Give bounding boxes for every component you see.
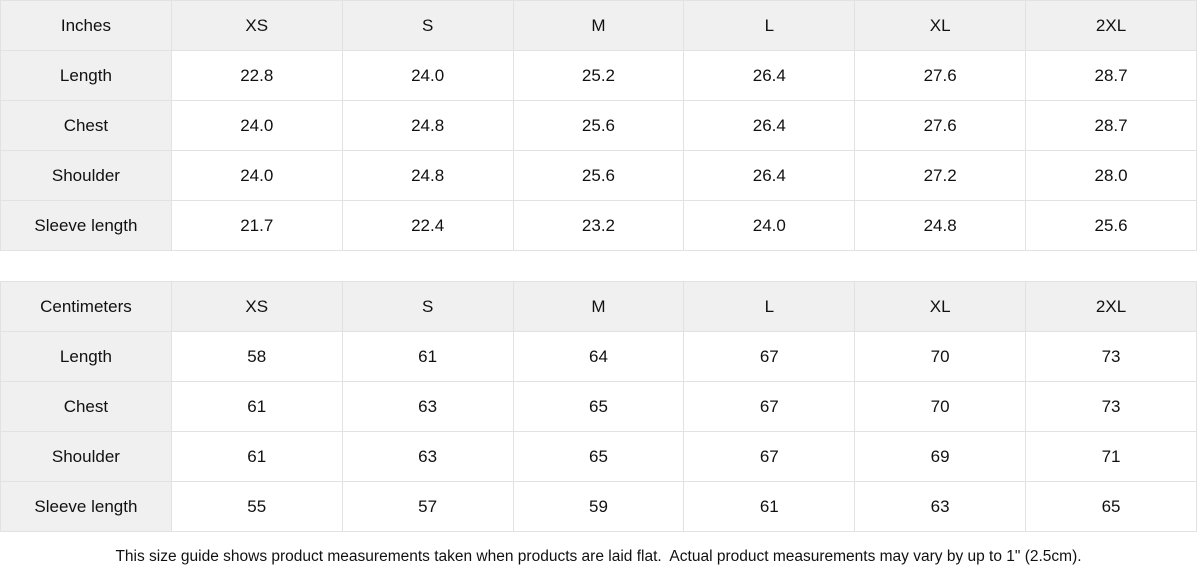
table-row: Chest 24.0 24.8 25.6 26.4 27.6 28.7 bbox=[0, 100, 1197, 151]
row-label: Length bbox=[0, 50, 172, 101]
unit-header-cell: Centimeters bbox=[0, 281, 172, 332]
size-value-cell: 70 bbox=[854, 381, 1027, 432]
size-value-cell: 67 bbox=[683, 331, 856, 382]
size-value-cell: 27.6 bbox=[854, 50, 1027, 101]
size-value-cell: 73 bbox=[1025, 381, 1197, 432]
size-value-cell: 28.7 bbox=[1025, 50, 1197, 101]
size-table-inches: Inches XS S M L XL 2XL Length 22.8 24.0 … bbox=[0, 0, 1197, 251]
size-value-cell: 65 bbox=[1025, 481, 1197, 532]
size-value-cell: 24.8 bbox=[341, 100, 514, 151]
size-value-cell: 22.4 bbox=[341, 200, 514, 251]
table-header-row: Inches XS S M L XL 2XL bbox=[0, 0, 1197, 51]
size-value-cell: 61 bbox=[170, 381, 343, 432]
row-label: Chest bbox=[0, 381, 172, 432]
size-value-cell: 24.8 bbox=[854, 200, 1027, 251]
table-header-row: Centimeters XS S M L XL 2XL bbox=[0, 281, 1197, 332]
column-header-2xl: 2XL bbox=[1025, 281, 1197, 332]
size-value-cell: 24.0 bbox=[170, 150, 343, 201]
row-label: Chest bbox=[0, 100, 172, 151]
size-value-cell: 28.0 bbox=[1025, 150, 1197, 201]
column-header-xs: XS bbox=[170, 281, 343, 332]
size-value-cell: 67 bbox=[683, 381, 856, 432]
table-row: Sleeve length 21.7 22.4 23.2 24.0 24.8 2… bbox=[0, 200, 1197, 251]
table-row: Shoulder 61 63 65 67 69 71 bbox=[0, 431, 1197, 482]
size-value-cell: 24.0 bbox=[683, 200, 856, 251]
size-value-cell: 69 bbox=[854, 431, 1027, 482]
size-value-cell: 23.2 bbox=[512, 200, 685, 251]
size-value-cell: 65 bbox=[512, 381, 685, 432]
size-value-cell: 22.8 bbox=[170, 50, 343, 101]
column-header-s: S bbox=[341, 281, 514, 332]
size-value-cell: 27.6 bbox=[854, 100, 1027, 151]
size-value-cell: 64 bbox=[512, 331, 685, 382]
size-value-cell: 25.2 bbox=[512, 50, 685, 101]
size-value-cell: 71 bbox=[1025, 431, 1197, 482]
table-spacer bbox=[0, 251, 1197, 281]
size-value-cell: 67 bbox=[683, 431, 856, 482]
column-header-m: M bbox=[512, 281, 685, 332]
unit-header-cell: Inches bbox=[0, 0, 172, 51]
size-value-cell: 73 bbox=[1025, 331, 1197, 382]
row-label: Shoulder bbox=[0, 431, 172, 482]
row-label: Length bbox=[0, 331, 172, 382]
size-value-cell: 63 bbox=[854, 481, 1027, 532]
size-value-cell: 58 bbox=[170, 331, 343, 382]
size-value-cell: 59 bbox=[512, 481, 685, 532]
table-row: Chest 61 63 65 67 70 73 bbox=[0, 381, 1197, 432]
row-label: Sleeve length bbox=[0, 481, 172, 532]
size-value-cell: 24.0 bbox=[170, 100, 343, 151]
size-value-cell: 24.8 bbox=[341, 150, 514, 201]
size-value-cell: 27.2 bbox=[854, 150, 1027, 201]
size-value-cell: 63 bbox=[341, 381, 514, 432]
column-header-l: L bbox=[683, 281, 856, 332]
column-header-xl: XL bbox=[854, 0, 1027, 51]
table-row: Length 58 61 64 67 70 73 bbox=[0, 331, 1197, 382]
size-value-cell: 61 bbox=[683, 481, 856, 532]
size-value-cell: 57 bbox=[341, 481, 514, 532]
size-guide-note: This size guide shows product measuremen… bbox=[0, 532, 1197, 580]
size-value-cell: 26.4 bbox=[683, 100, 856, 151]
row-label: Shoulder bbox=[0, 150, 172, 201]
table-row: Shoulder 24.0 24.8 25.6 26.4 27.2 28.0 bbox=[0, 150, 1197, 201]
column-header-2xl: 2XL bbox=[1025, 0, 1197, 51]
column-header-xs: XS bbox=[170, 0, 343, 51]
size-value-cell: 28.7 bbox=[1025, 100, 1197, 151]
size-value-cell: 55 bbox=[170, 481, 343, 532]
table-row: Length 22.8 24.0 25.2 26.4 27.6 28.7 bbox=[0, 50, 1197, 101]
size-value-cell: 63 bbox=[341, 431, 514, 482]
size-value-cell: 26.4 bbox=[683, 150, 856, 201]
size-value-cell: 70 bbox=[854, 331, 1027, 382]
size-value-cell: 25.6 bbox=[1025, 200, 1197, 251]
size-table-centimeters: Centimeters XS S M L XL 2XL Length 58 61… bbox=[0, 281, 1197, 532]
size-value-cell: 26.4 bbox=[683, 50, 856, 101]
size-value-cell: 24.0 bbox=[341, 50, 514, 101]
size-value-cell: 21.7 bbox=[170, 200, 343, 251]
column-header-s: S bbox=[341, 0, 514, 51]
size-value-cell: 25.6 bbox=[512, 150, 685, 201]
size-value-cell: 65 bbox=[512, 431, 685, 482]
size-value-cell: 61 bbox=[170, 431, 343, 482]
size-value-cell: 25.6 bbox=[512, 100, 685, 151]
column-header-l: L bbox=[683, 0, 856, 51]
row-label: Sleeve length bbox=[0, 200, 172, 251]
size-value-cell: 61 bbox=[341, 331, 514, 382]
column-header-m: M bbox=[512, 0, 685, 51]
column-header-xl: XL bbox=[854, 281, 1027, 332]
table-row: Sleeve length 55 57 59 61 63 65 bbox=[0, 481, 1197, 532]
